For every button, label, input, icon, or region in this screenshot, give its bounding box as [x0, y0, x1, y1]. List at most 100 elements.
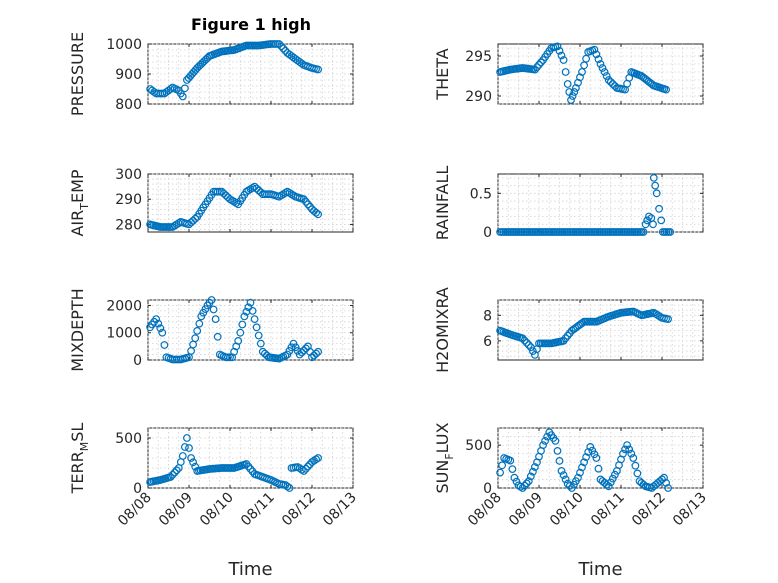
- data-point: [541, 437, 549, 445]
- data-point: [152, 315, 161, 324]
- subplot-h2omixra: 6 8 H2OMIXRA: [433, 287, 704, 373]
- data-point: [209, 305, 218, 314]
- data-point: [568, 92, 577, 100]
- data-point: [295, 350, 304, 359]
- data-point: [299, 195, 308, 204]
- y-tick-label: 0.5: [470, 186, 492, 202]
- data-point: [193, 327, 202, 335]
- data-point: [279, 44, 288, 53]
- subplot-rainfall: 0 0.5 RAINFALL: [433, 166, 704, 241]
- y-axis-label: RAINFALL: [433, 166, 452, 241]
- data-point: [496, 468, 505, 477]
- data-point: [608, 80, 617, 88]
- y-axis-label: THETA: [433, 48, 452, 100]
- data-point: [611, 470, 619, 479]
- data-point: [563, 331, 572, 340]
- y-axis-label: H2OMIXRA: [433, 287, 452, 373]
- data-point: [604, 76, 613, 84]
- data-point: [242, 187, 251, 196]
- data-point: [643, 216, 652, 225]
- x-tick-label: 08/10: [547, 490, 587, 530]
- data-point: [234, 337, 243, 345]
- data-point: [156, 324, 165, 333]
- data-point: [596, 60, 605, 68]
- x-tick-label: 08/10: [197, 490, 237, 530]
- data-point: [590, 450, 599, 459]
- data-point: [277, 42, 286, 51]
- data-point: [256, 339, 265, 348]
- data-point: [508, 465, 517, 474]
- data-point: [172, 466, 181, 475]
- data-point: [649, 220, 657, 229]
- data-point: [662, 479, 670, 487]
- data-point: [625, 445, 634, 454]
- data-point: [191, 214, 200, 223]
- data-point: [158, 328, 167, 337]
- x-tick-label: 08/09: [156, 490, 196, 530]
- data-point: [304, 462, 312, 471]
- data-point: [623, 441, 631, 450]
- subplot-theta: 290 295 THETA: [433, 42, 704, 105]
- y-axis-label: SUNFLUX: [433, 422, 456, 493]
- data-point: [582, 54, 590, 63]
- y-tick-label: 0: [133, 481, 142, 497]
- data-point: [506, 456, 515, 465]
- data-point: [578, 68, 586, 76]
- data-point: [178, 92, 187, 101]
- data-point: [660, 473, 668, 482]
- data-point: [604, 482, 613, 491]
- data-point: [529, 347, 537, 356]
- data-point: [524, 341, 533, 349]
- data-point: [302, 464, 310, 473]
- data-point: [563, 80, 572, 88]
- data-point: [551, 437, 560, 445]
- y-axis-label: AIRTEMP: [68, 169, 91, 236]
- data-point: [168, 470, 177, 479]
- data-point: [627, 449, 636, 458]
- data-point: [297, 348, 306, 357]
- y-tick-label: 295: [465, 49, 492, 65]
- data-point: [539, 441, 547, 450]
- data-point: [312, 349, 321, 358]
- x-axis-label: Time: [577, 559, 622, 580]
- data-point: [602, 480, 611, 489]
- data-point: [297, 59, 306, 68]
- data-point: [166, 473, 175, 481]
- data-point: [600, 68, 609, 76]
- data-point: [520, 481, 529, 490]
- data-point: [312, 455, 321, 464]
- data-point: [285, 188, 294, 197]
- data-point: [232, 199, 241, 207]
- data-point: [526, 472, 535, 481]
- data-point: [498, 461, 507, 470]
- data-point: [154, 319, 163, 328]
- data-point: [197, 312, 206, 321]
- data-point: [518, 484, 527, 492]
- subplot-mixdepth: 0 1000 2000 MIXDEPTH: [68, 288, 354, 372]
- data-point: [236, 328, 245, 337]
- data-point: [652, 310, 660, 318]
- subplot-pressure: 800 900 1000 PRESSURE: [68, 32, 354, 116]
- data-point: [531, 463, 539, 471]
- data-point: [246, 465, 255, 473]
- data-point: [529, 467, 537, 476]
- data-point: [578, 319, 587, 327]
- data-point: [285, 484, 294, 492]
- data-point: [170, 468, 179, 477]
- data-point: [559, 56, 568, 64]
- data-point: [561, 68, 570, 76]
- y-tick-label: 2000: [106, 298, 142, 314]
- data-point: [553, 447, 562, 455]
- data-point: [555, 457, 564, 465]
- y-tick-label: 1000: [106, 326, 142, 342]
- data-point: [182, 434, 191, 442]
- data-point: [570, 88, 579, 96]
- data-point: [520, 336, 529, 345]
- data-point: [275, 40, 284, 48]
- data-point: [655, 204, 663, 213]
- data-point: [524, 477, 533, 486]
- data-point: [557, 51, 566, 60]
